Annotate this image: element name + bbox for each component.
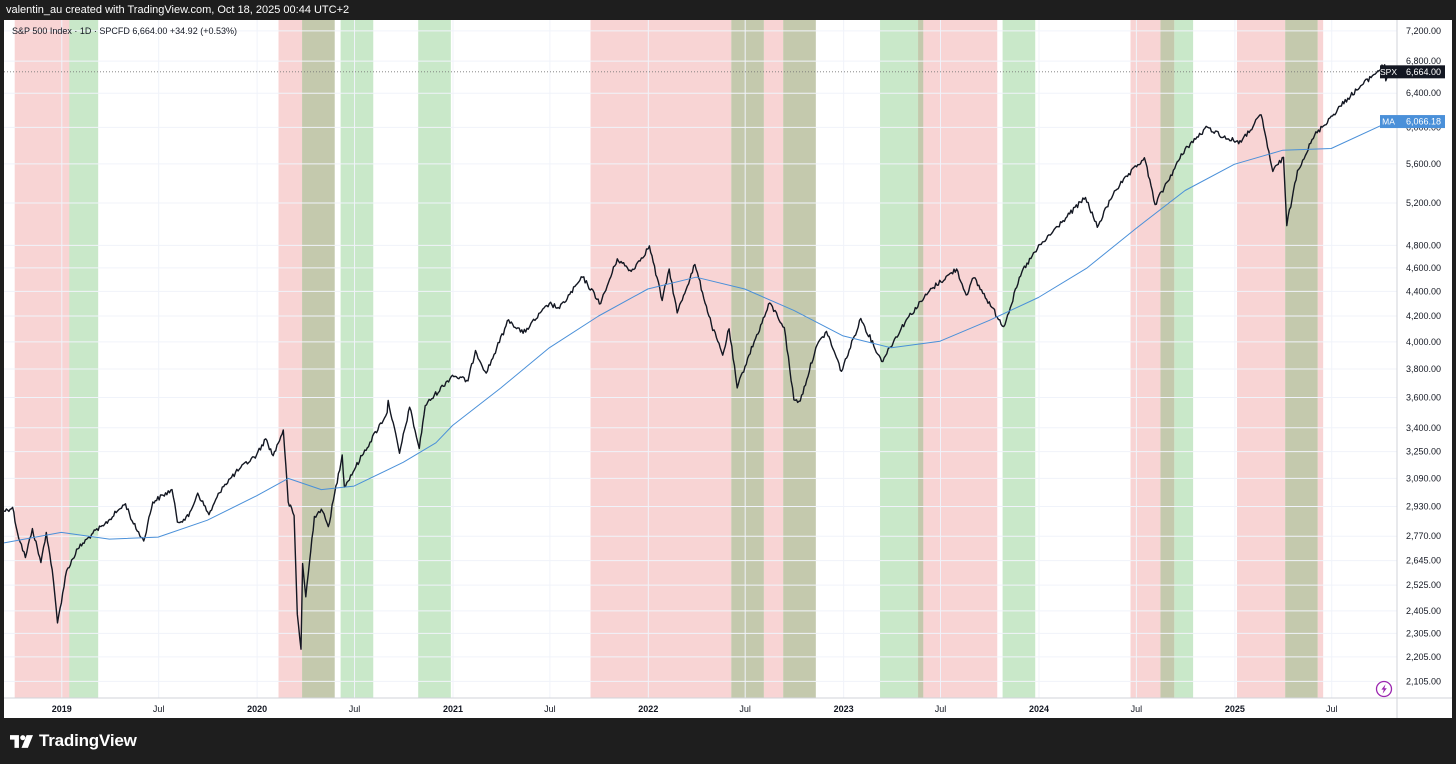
y-tick-label: 3,800.00 — [1406, 364, 1441, 374]
y-tick-label: 2,305.00 — [1406, 628, 1441, 638]
x-tick-label: 2022 — [638, 704, 658, 714]
y-tick-label: 3,250.00 — [1406, 447, 1441, 457]
x-tick-label: 2019 — [52, 704, 72, 714]
shaded-region — [1317, 20, 1324, 698]
y-tick-label: 6,400.00 — [1406, 88, 1441, 98]
y-tick-label: 2,405.00 — [1406, 606, 1441, 616]
footer-bar: TradingView — [0, 718, 1456, 764]
shaded-region — [418, 20, 451, 698]
shaded-region — [1236, 20, 1286, 698]
y-tick-label: 5,600.00 — [1406, 159, 1441, 169]
shaded-region — [763, 20, 784, 698]
x-tick-label: 2020 — [247, 704, 267, 714]
chart-area[interactable]: 7,200.006,800.006,400.006,000.005,600.00… — [3, 20, 1452, 718]
spx-last-value-label: SPX 6,664.00 — [1380, 65, 1445, 79]
y-tick-label: 4,000.00 — [1406, 337, 1441, 347]
x-tick-label: Jul — [935, 704, 947, 714]
symbol-legend: S&P 500 Index · 1D · SPCFD 6,664.00 +34.… — [12, 26, 237, 36]
shaded-region — [1285, 20, 1318, 698]
y-tick-label: 7,200.00 — [1406, 26, 1441, 36]
x-tick-label: Jul — [1326, 704, 1338, 714]
shaded-region — [923, 20, 998, 698]
x-tick-label: Jul — [349, 704, 361, 714]
shaded-region — [1002, 20, 1036, 698]
shaded-region — [880, 20, 919, 698]
x-tick-label: Jul — [739, 704, 751, 714]
last-value-tag — [1397, 115, 1445, 129]
last-value: 6,664.00 — [1406, 67, 1441, 77]
y-tick-label: 4,400.00 — [1406, 286, 1441, 296]
x-tick-label: Jul — [153, 704, 165, 714]
shaded-region — [1160, 20, 1175, 698]
time-axis: 2019 Jul 2020 Jul 2021 Jul 2022 Jul 2023 Jul 2024 J… — [52, 704, 1338, 714]
moving-average-line — [3, 121, 1390, 544]
shaded-region — [278, 20, 303, 698]
x-tick-label: 2025 — [1225, 704, 1245, 714]
y-tick-label: 2,645.00 — [1406, 556, 1441, 566]
price-chart[interactable]: 7,200.006,800.006,400.006,000.005,600.00… — [3, 20, 1452, 718]
x-tick-label: Jul — [1131, 704, 1143, 714]
brand-name: TradingView — [39, 731, 137, 750]
price-axis: 7,200.006,800.006,400.006,000.005,600.00… — [1406, 26, 1441, 687]
y-tick-label: 2,770.00 — [1406, 531, 1441, 541]
series-lines — [3, 64, 1391, 650]
y-tick-label: 3,600.00 — [1406, 393, 1441, 403]
x-tick-label: 2021 — [443, 704, 463, 714]
y-tick-label: 2,105.00 — [1406, 676, 1441, 686]
shaded-region — [918, 20, 924, 698]
grid-lines — [4, 20, 1397, 698]
last-value: 6,066.18 — [1406, 117, 1441, 127]
y-tick-label: 2,525.00 — [1406, 580, 1441, 590]
series-name-tag — [1380, 115, 1397, 129]
y-tick-label: 5,200.00 — [1406, 198, 1441, 208]
chart-credit: valentin_au created with TradingView.com… — [6, 4, 350, 16]
y-tick-label: 2,205.00 — [1406, 652, 1441, 662]
series-name-tag — [1380, 65, 1397, 79]
shaded-region — [1174, 20, 1194, 698]
y-tick-label: 3,400.00 — [1406, 423, 1441, 433]
y-tick-label: 3,090.00 — [1406, 473, 1441, 483]
shaded-region — [302, 20, 335, 698]
shaded-region — [69, 20, 99, 698]
spx-price-line — [3, 64, 1391, 650]
x-tick-label: 2023 — [834, 704, 854, 714]
last-value-labels: SPX 6,664.00 MA 6,066.18 — [1380, 65, 1445, 129]
shaded-region — [1130, 20, 1161, 698]
y-tick-label: 6,800.00 — [1406, 56, 1441, 66]
series-name: MA — [1382, 117, 1395, 127]
y-tick-label: 4,200.00 — [1406, 311, 1441, 321]
y-tick-label: 2,930.00 — [1406, 501, 1441, 511]
ma-last-value-label: MA 6,066.18 — [1380, 115, 1445, 129]
tradingview-logo-icon — [10, 734, 33, 748]
shaded-region — [340, 20, 374, 698]
last-value-tag — [1397, 65, 1445, 79]
y-tick-label: 4,800.00 — [1406, 240, 1441, 250]
x-tick-label: 2024 — [1029, 704, 1049, 714]
shaded-region — [590, 20, 732, 698]
shaded-regions — [14, 20, 1324, 698]
tradingview-brand[interactable]: TradingView — [10, 731, 137, 750]
series-name: SPX — [1380, 67, 1397, 77]
chart-credit-bar: valentin_au created with TradingView.com… — [0, 0, 1456, 20]
lightning-icon[interactable] — [1375, 680, 1393, 698]
x-tick-label: Jul — [544, 704, 556, 714]
y-tick-label: 4,600.00 — [1406, 263, 1441, 273]
